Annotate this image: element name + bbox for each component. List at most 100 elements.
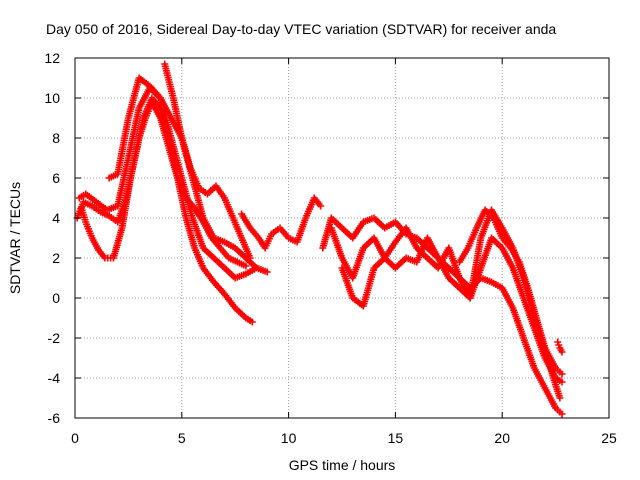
data-point (177, 132, 185, 140)
data-point (87, 232, 95, 240)
data-point (240, 271, 248, 279)
series-track-5 (161, 60, 254, 262)
y-tick-label: -6 (48, 410, 61, 426)
data-point (549, 372, 557, 380)
data-point (219, 262, 227, 270)
data-point (336, 222, 344, 230)
data-point (198, 242, 206, 250)
data-point (189, 202, 197, 210)
x-tick-label: 20 (494, 430, 510, 446)
data-point (476, 266, 484, 274)
data-point (229, 243, 237, 251)
data-point (219, 192, 227, 200)
data-point (94, 207, 102, 214)
data-point (91, 197, 99, 205)
data-point (124, 116, 132, 124)
data-point (182, 212, 190, 220)
data-point (135, 106, 143, 114)
data-point (246, 317, 254, 325)
series-track-11 (554, 338, 566, 356)
data-point (444, 272, 452, 280)
series-track-10 (455, 206, 564, 402)
data-point (505, 242, 513, 250)
axis-ticks: 0 5 10 15 20 25 -6 -4 -2 0 2 4 6 8 10 12 (44, 50, 617, 446)
data-point (433, 252, 441, 260)
y-tick-label: -2 (48, 330, 61, 346)
data-point (497, 232, 505, 240)
data-point (266, 232, 274, 240)
data-point (508, 302, 516, 310)
data-point (496, 283, 504, 291)
plot-frame (74, 57, 610, 419)
x-axis-label: GPS time / hours (289, 457, 396, 473)
data-point (253, 232, 261, 240)
x-tick-label: 5 (178, 430, 186, 446)
data-point (215, 242, 223, 250)
data-point (135, 136, 143, 144)
y-tick-label: 6 (52, 170, 60, 186)
data-point (181, 192, 189, 200)
data-point (422, 252, 430, 260)
data-point (532, 312, 540, 320)
data-point (126, 176, 134, 184)
data-point (529, 362, 537, 370)
y-tick-label: 12 (44, 50, 60, 66)
data-point (337, 252, 345, 260)
series-track-8 (327, 224, 566, 386)
data-point (173, 172, 181, 180)
data-point (81, 216, 89, 224)
data-point (455, 272, 463, 280)
data-point (141, 116, 149, 124)
data-point (124, 156, 132, 164)
data-point (155, 92, 163, 100)
data-point (315, 200, 323, 208)
series-track-6 (238, 194, 325, 252)
data-point (231, 257, 239, 265)
data-point (164, 142, 172, 150)
data-point (551, 362, 559, 370)
data-point (166, 112, 174, 120)
y-tick-label: 2 (52, 250, 60, 266)
data-point (508, 262, 516, 270)
y-tick-label: -4 (48, 370, 61, 386)
data-point (194, 182, 202, 190)
data-point (551, 402, 559, 410)
data-point (251, 262, 259, 270)
data-point (488, 212, 496, 220)
data-point (199, 212, 207, 220)
x-tick-label: 15 (388, 430, 404, 446)
data-point (240, 312, 248, 320)
y-tick-label: 8 (52, 130, 60, 146)
data-point (555, 341, 563, 349)
y-tick-label: 0 (52, 290, 60, 306)
data-point (245, 252, 253, 260)
data-point (228, 212, 236, 220)
data-point (283, 232, 291, 240)
data-point (190, 242, 198, 250)
data-point (412, 242, 420, 250)
data-point (117, 226, 125, 234)
data-point (557, 346, 565, 354)
x-tick-label: 10 (281, 430, 297, 446)
data-point (99, 252, 107, 260)
data-point (169, 92, 177, 100)
data-point (523, 282, 531, 290)
data-point (245, 222, 253, 230)
data-point (301, 216, 309, 224)
data-point (223, 252, 231, 260)
data-point (555, 392, 563, 400)
data-point (186, 162, 194, 170)
data-point (86, 201, 94, 209)
data-point (237, 232, 245, 240)
x-tick-label: 0 (71, 430, 79, 446)
data-point (514, 256, 522, 264)
data-point (359, 246, 367, 254)
data-point (463, 246, 471, 254)
data-point (198, 262, 206, 270)
data-point (519, 332, 527, 340)
data-points (73, 60, 566, 418)
y-tick-label: 4 (52, 210, 60, 226)
data-point (476, 236, 484, 244)
data-point (540, 342, 548, 350)
data-point (188, 212, 196, 220)
